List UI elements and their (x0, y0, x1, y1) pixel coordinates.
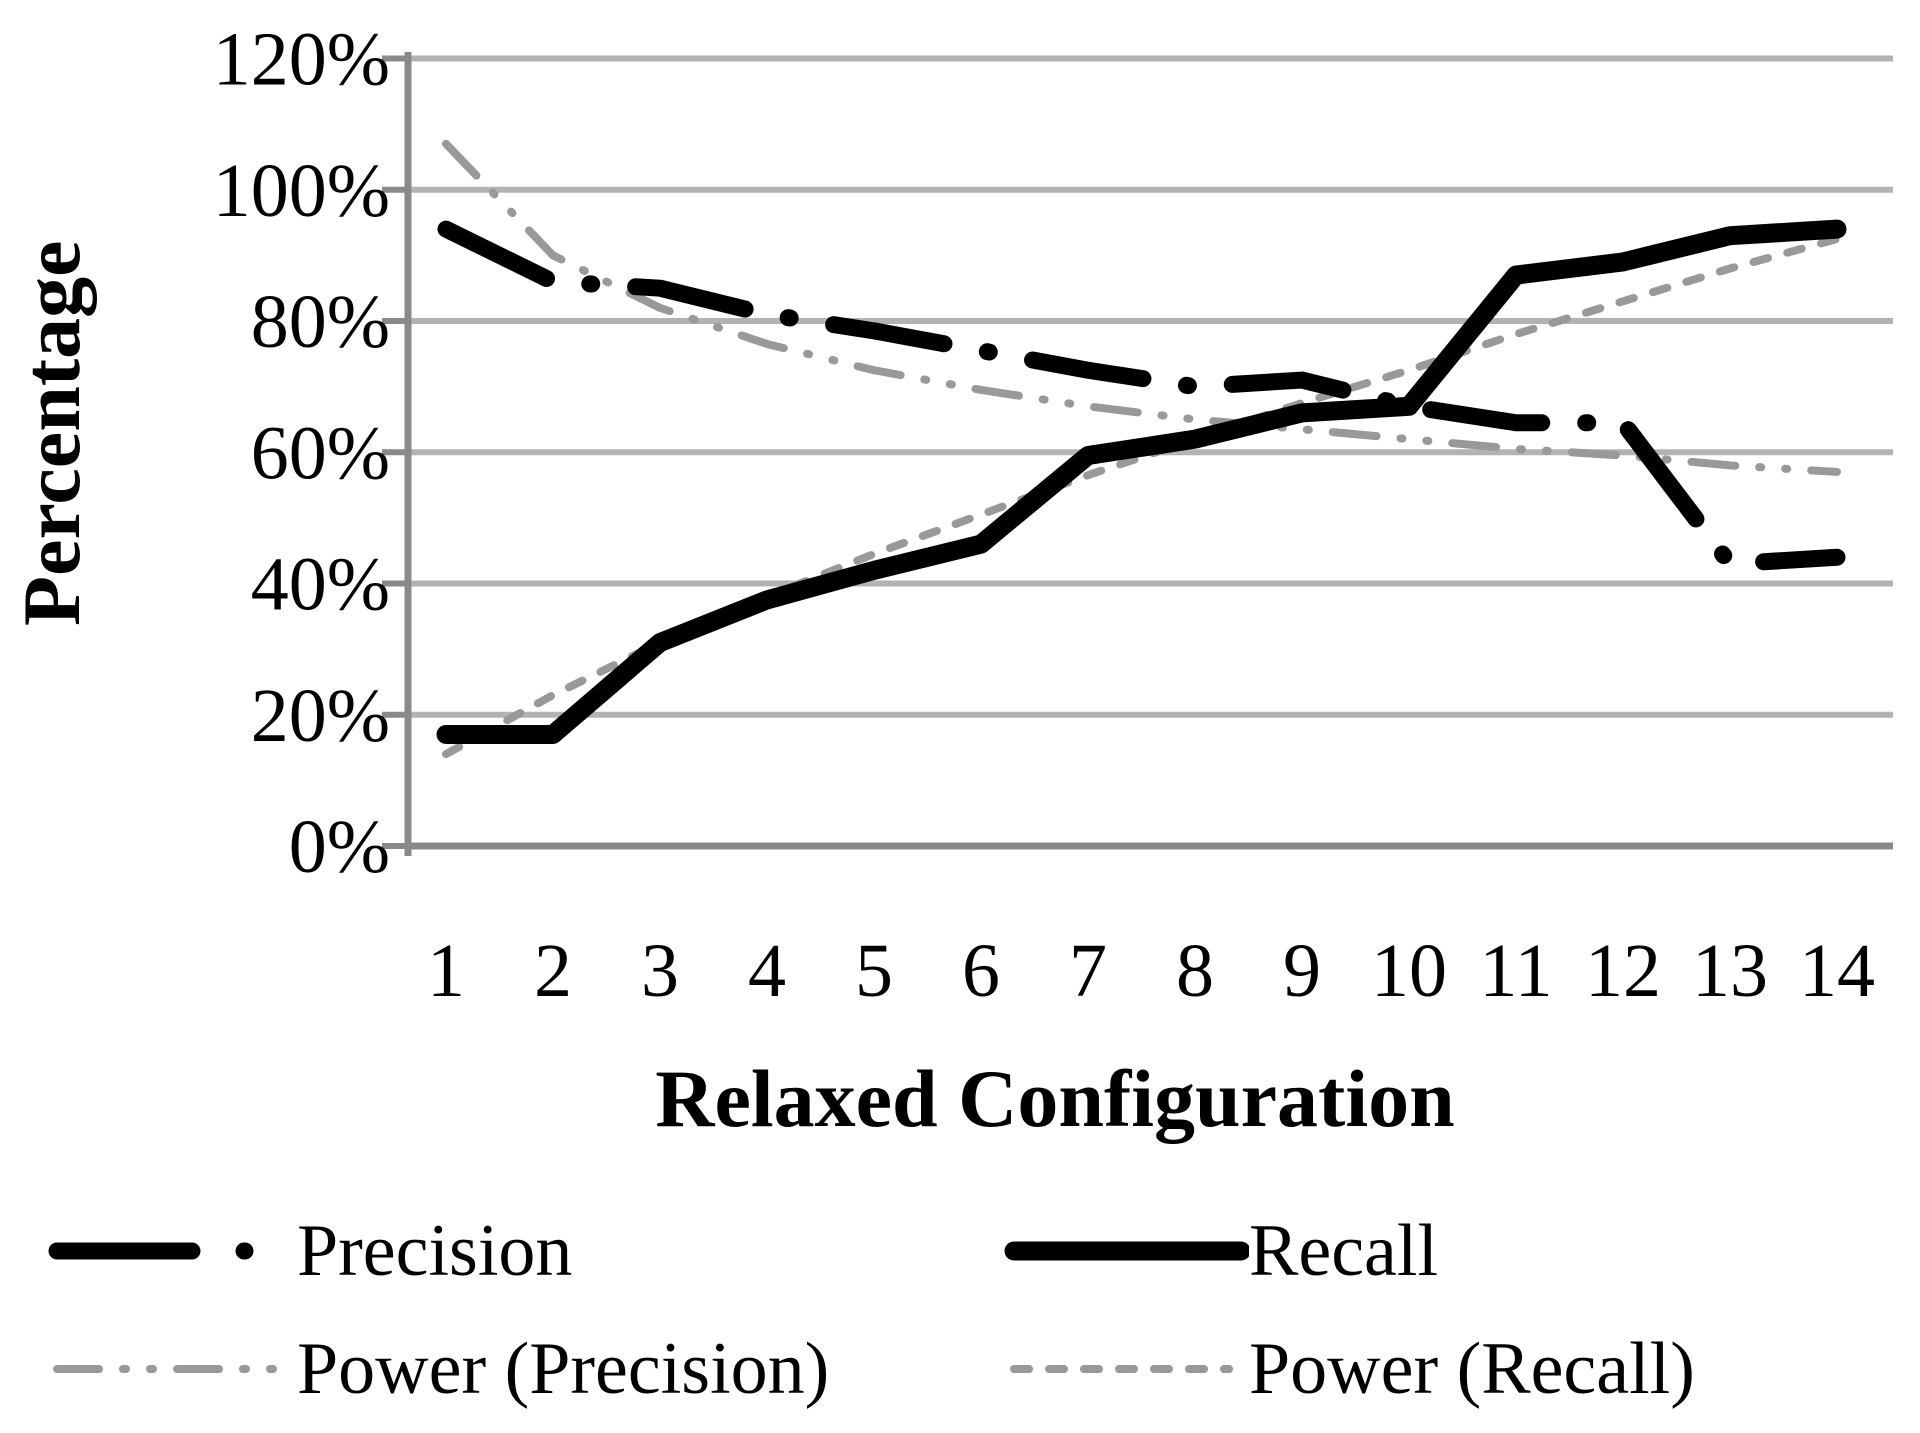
x-tick-label: 10 (1371, 929, 1447, 1013)
x-tick-label: 8 (1176, 929, 1214, 1013)
x-tick-label: 7 (1069, 929, 1107, 1013)
recall-legend-swatch-icon (1004, 1241, 1249, 1261)
power_precision-line (442, 139, 1841, 476)
y-axis-title: Percentage (6, 240, 97, 626)
power_recall-line (442, 234, 1841, 759)
x-tick-label: 1 (427, 929, 465, 1013)
y-tick-label: 20% (251, 674, 390, 758)
legend-label-power_precision: Power (Precision) (297, 1328, 830, 1410)
x-tick-label: 3 (641, 929, 679, 1013)
y-tick-label: 0% (289, 805, 390, 889)
x-tick-label: 5 (855, 929, 893, 1013)
legend-item-power_recall: Power (Recall) (1004, 1330, 1695, 1408)
y-tick-label: 40% (251, 543, 390, 627)
precision-legend-swatch-icon (48, 1242, 254, 1260)
y-tick-label: 60% (251, 411, 390, 495)
legend-item-power_precision: Power (Precision) (47, 1330, 829, 1408)
legend-label-precision: Precision (297, 1210, 573, 1292)
x-axis-title: Relaxed Configuration (655, 1053, 1455, 1144)
y-tick-label: 100% (213, 149, 390, 233)
legend-item-precision: Precision (47, 1212, 572, 1290)
power_recall-legend-swatch-icon (1010, 1365, 1233, 1373)
power_precision-legend-swatch-icon (53, 1365, 291, 1373)
x-tick-label: 12 (1585, 929, 1661, 1013)
recall-line (436, 219, 1847, 744)
y-tick-label: 120% (213, 18, 390, 102)
legend-label-power_recall: Power (Recall) (1249, 1328, 1695, 1410)
x-tick-label: 6 (962, 929, 1000, 1013)
x-tick-label: 2 (534, 929, 572, 1013)
x-tick-label: 13 (1692, 929, 1768, 1013)
x-tick-label: 14 (1799, 929, 1875, 1013)
precision-line (437, 220, 1846, 573)
legend-item-recall: Recall (1004, 1212, 1438, 1290)
y-tick-label: 80% (251, 280, 390, 364)
x-tick-label: 9 (1283, 929, 1321, 1013)
legend-label-recall: Recall (1249, 1210, 1439, 1292)
x-tick-label: 4 (748, 929, 786, 1013)
x-tick-label: 11 (1479, 929, 1552, 1013)
